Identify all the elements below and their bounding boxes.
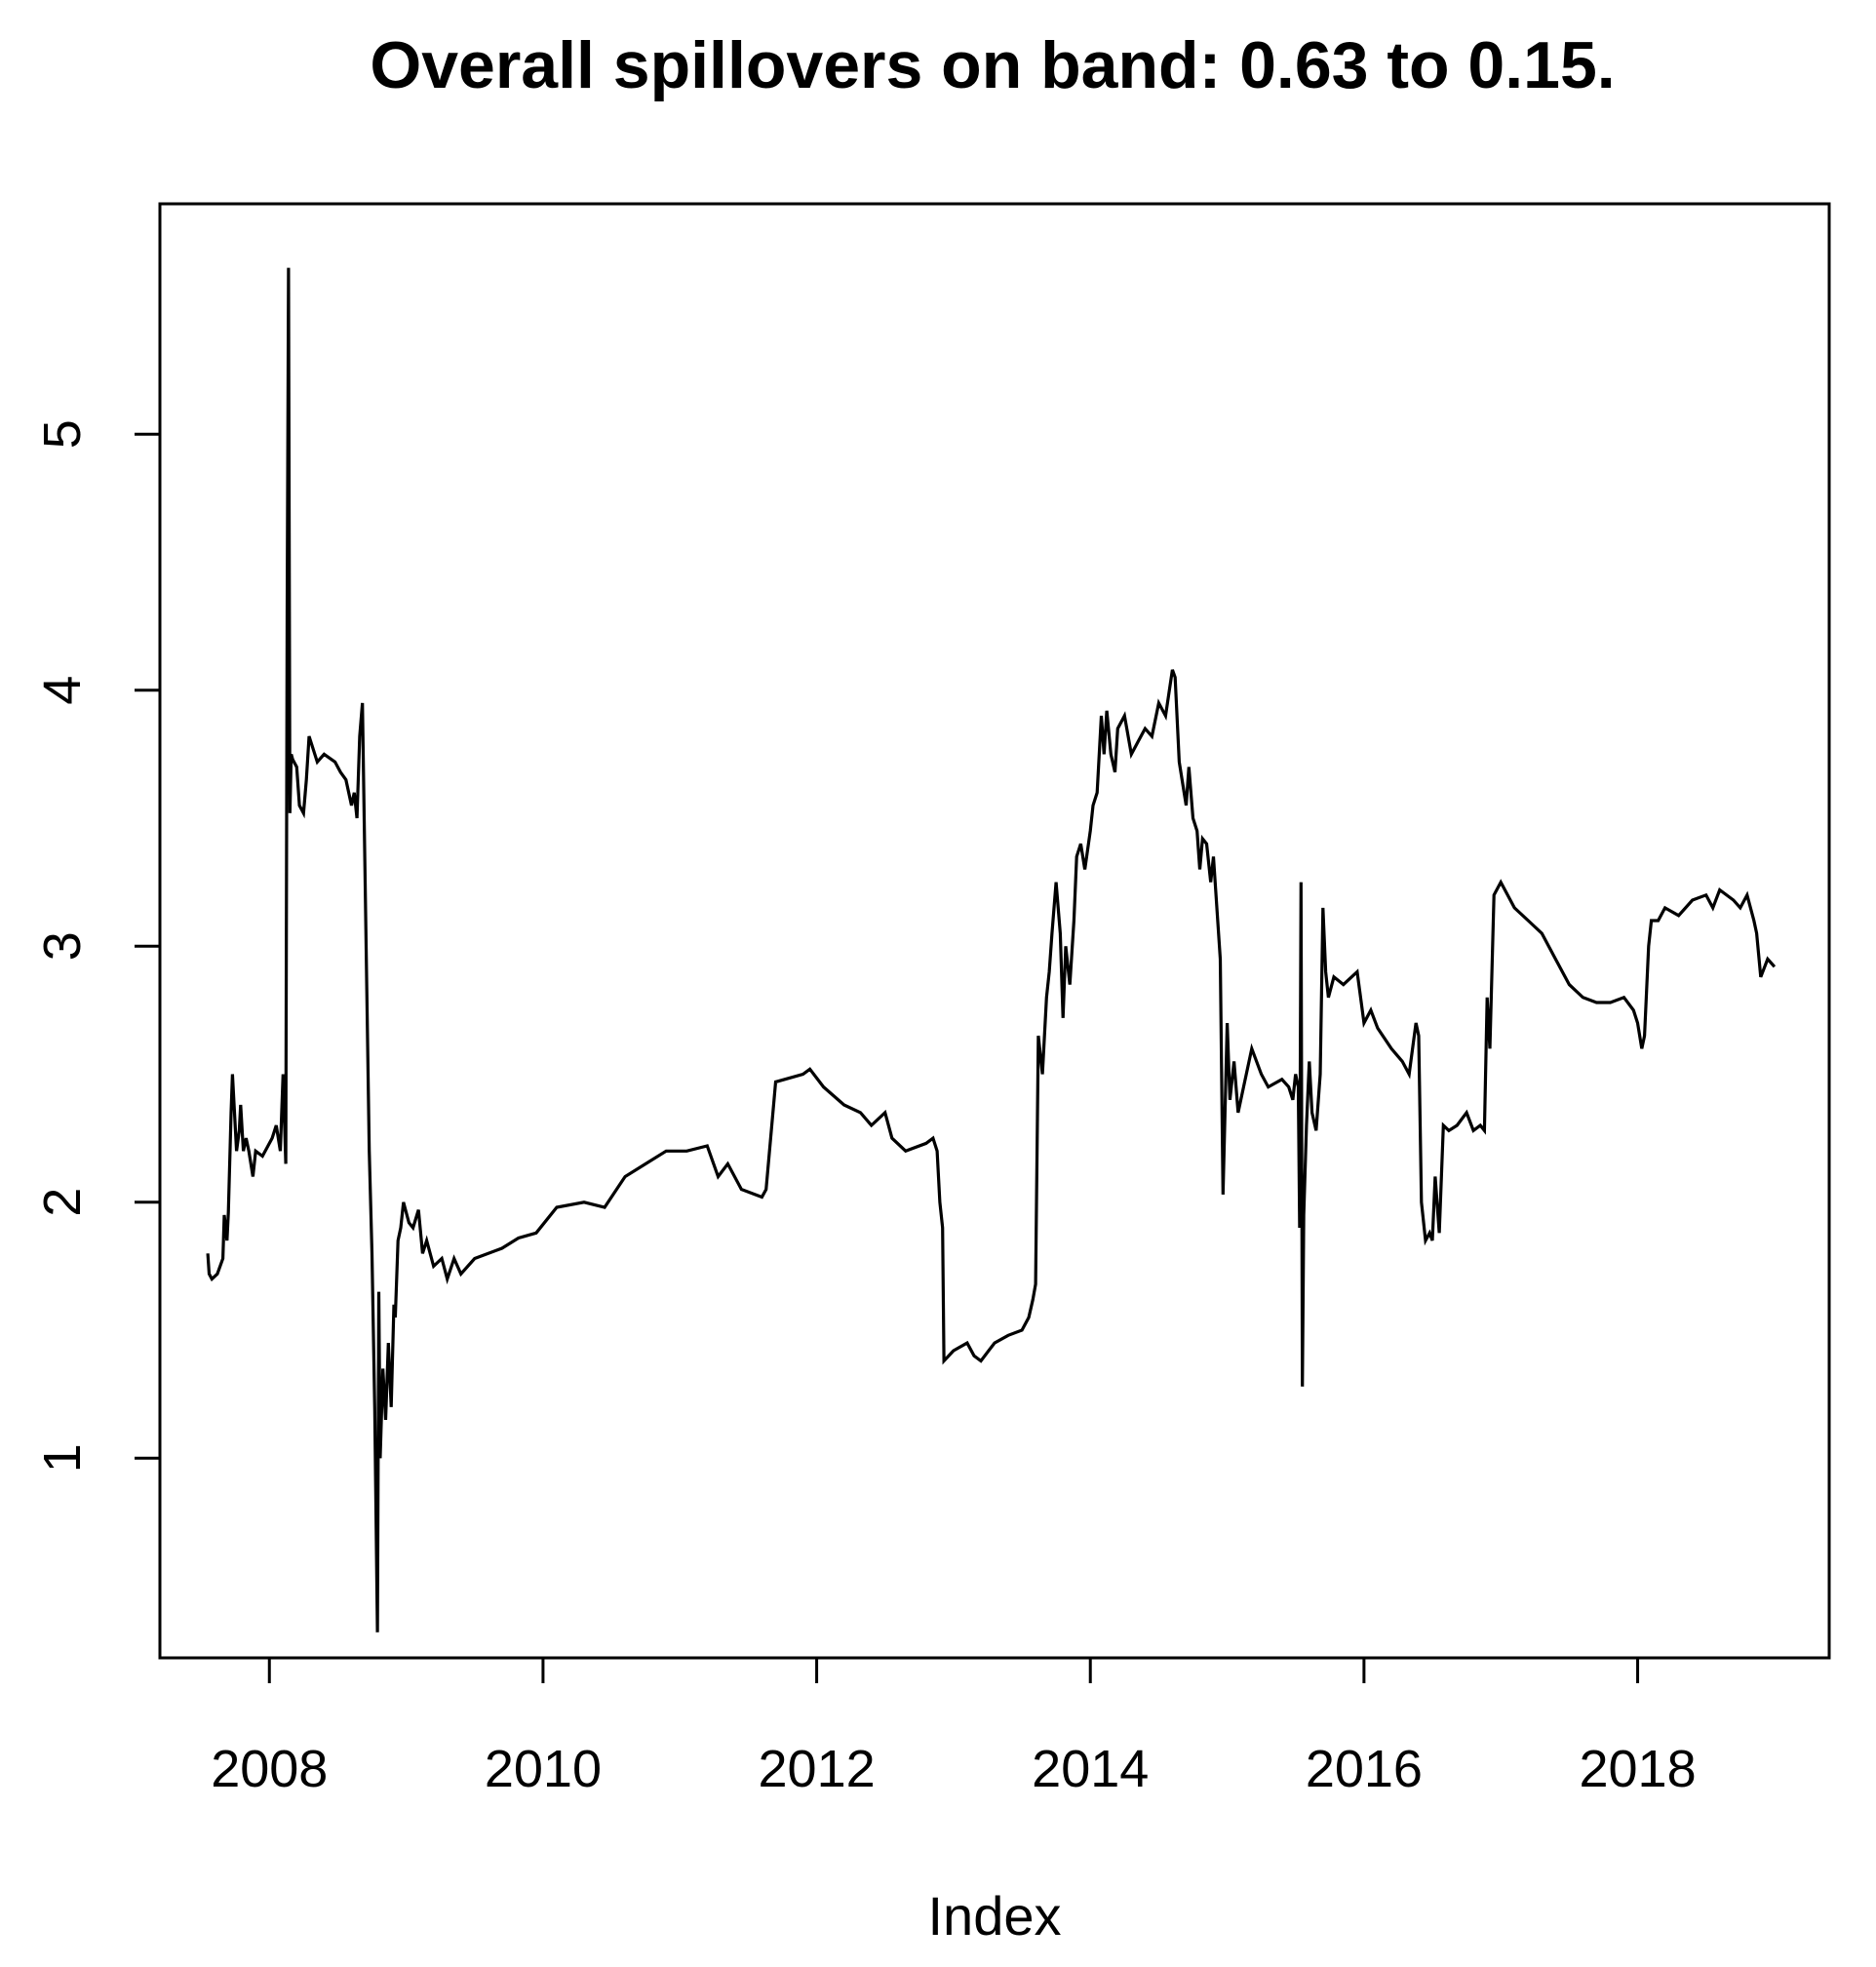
x-tick-label: 2016	[1306, 1740, 1423, 1798]
y-tick-label: 5	[33, 419, 92, 449]
y-tick-label: 4	[33, 676, 92, 705]
x-tick-label: 2010	[485, 1740, 602, 1798]
data-series	[206, 267, 1777, 1633]
x-axis: 2008 2010 2012 2014 2016 2018	[211, 1656, 1697, 1798]
y-axis: 1 2 3 4 5	[33, 419, 162, 1473]
x-tick-label: 2014	[1032, 1740, 1149, 1798]
y-tick-label: 1	[33, 1443, 92, 1473]
y-tick-label: 2	[33, 1188, 92, 1217]
x-tick-label: 2012	[759, 1740, 876, 1798]
y-tick-label: 3	[33, 931, 92, 961]
plot-frame	[158, 202, 1831, 1660]
x-tick-label: 2018	[1579, 1740, 1696, 1798]
x-tick-label: 2008	[211, 1740, 328, 1798]
x-axis-label: Index	[928, 1885, 1062, 1947]
series-line	[206, 267, 1777, 1633]
chart-title: Overall spillovers on band: 0.63 to 0.15…	[370, 28, 1615, 102]
